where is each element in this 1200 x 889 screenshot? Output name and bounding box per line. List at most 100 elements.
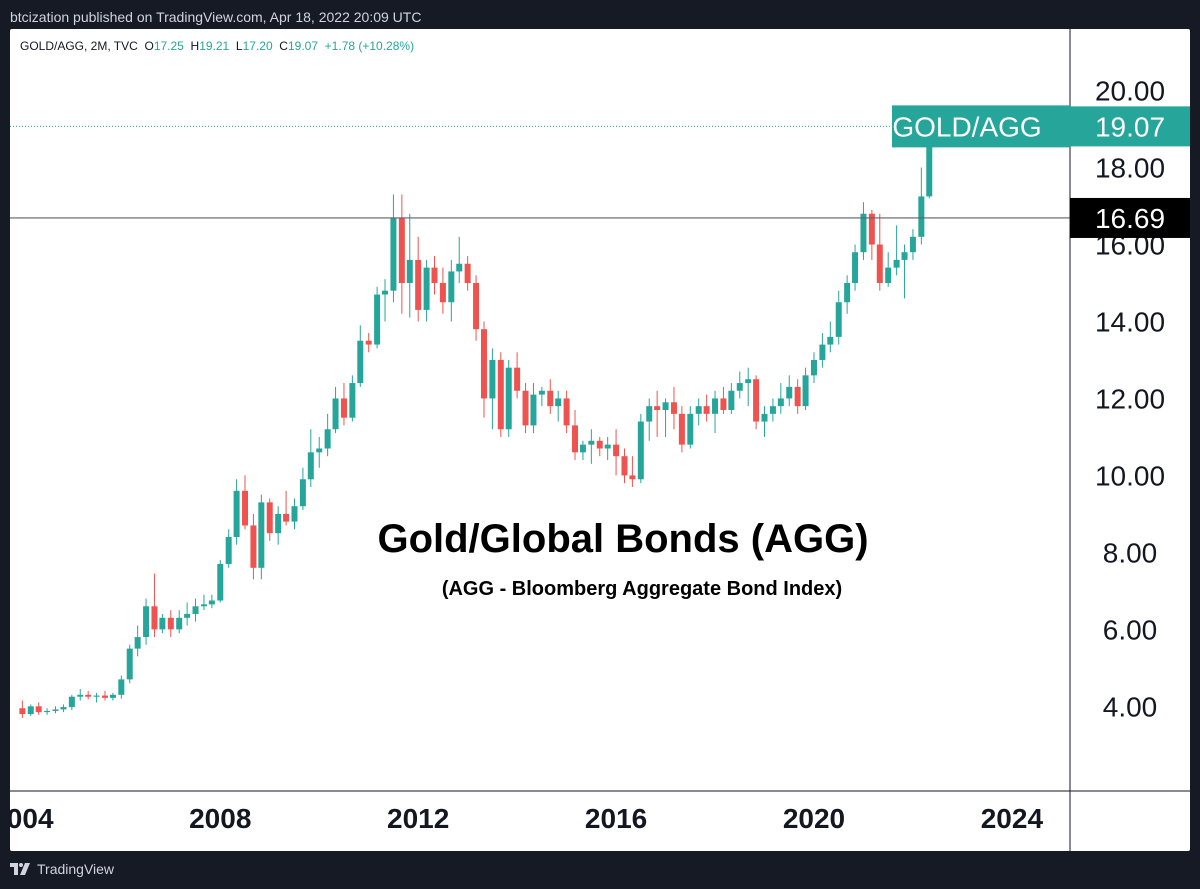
candle[interactable] — [374, 286, 381, 349]
candle[interactable] — [439, 267, 446, 314]
candle[interactable] — [819, 333, 826, 368]
candle[interactable] — [538, 386, 545, 407]
candle[interactable] — [307, 429, 314, 487]
candle[interactable] — [579, 440, 586, 461]
candle[interactable] — [406, 213, 413, 318]
candle[interactable] — [613, 429, 620, 476]
candle[interactable] — [151, 573, 158, 638]
candle[interactable] — [835, 290, 842, 345]
candle[interactable] — [827, 321, 834, 353]
candle[interactable] — [390, 194, 397, 303]
candle[interactable] — [489, 348, 496, 430]
candle[interactable] — [728, 383, 735, 414]
candle[interactable] — [456, 236, 463, 283]
candle[interactable] — [505, 359, 512, 437]
candle[interactable] — [893, 225, 900, 276]
candle[interactable] — [349, 375, 356, 422]
chart-svg[interactable]: 4.006.008.0010.0012.0014.0016.0018.0020.… — [10, 29, 1190, 851]
candle[interactable] — [473, 275, 480, 341]
candle[interactable] — [480, 321, 487, 418]
candle[interactable] — [250, 513, 257, 580]
candle[interactable] — [134, 625, 141, 657]
candle[interactable] — [712, 390, 719, 434]
candle[interactable] — [604, 436, 611, 461]
candle[interactable] — [497, 352, 504, 437]
candle[interactable] — [646, 398, 653, 441]
candle[interactable] — [769, 398, 776, 422]
candle[interactable] — [118, 675, 125, 699]
candle[interactable] — [192, 598, 199, 622]
tradingview-brand[interactable]: TradingView — [37, 861, 115, 877]
candle[interactable] — [654, 390, 661, 437]
candle[interactable] — [365, 333, 372, 353]
candle[interactable] — [786, 375, 793, 407]
candle[interactable] — [27, 704, 34, 716]
candle[interactable] — [275, 506, 282, 545]
candle[interactable] — [60, 704, 67, 713]
candle[interactable] — [522, 383, 529, 434]
candle[interactable] — [398, 194, 405, 314]
candle[interactable] — [678, 406, 685, 453]
candle[interactable] — [68, 694, 75, 711]
candle[interactable] — [109, 692, 116, 701]
candle[interactable] — [423, 259, 430, 322]
candle[interactable] — [629, 456, 636, 487]
candle[interactable] — [85, 690, 92, 700]
candle[interactable] — [299, 467, 306, 511]
candle[interactable] — [588, 429, 595, 464]
candle[interactable] — [670, 386, 677, 430]
candle[interactable] — [662, 398, 669, 437]
candle[interactable] — [852, 244, 859, 291]
candle[interactable] — [93, 692, 100, 703]
candle[interactable] — [621, 448, 628, 484]
candle[interactable] — [242, 475, 249, 530]
candle[interactable] — [844, 275, 851, 314]
candle[interactable] — [596, 436, 603, 457]
candle[interactable] — [258, 494, 265, 580]
candle[interactable] — [233, 479, 240, 545]
candle[interactable] — [745, 367, 752, 407]
price-axis[interactable]: 4.006.008.0010.0012.0014.0016.0018.0020.… — [1095, 76, 1165, 723]
candle[interactable] — [382, 279, 389, 322]
candle[interactable] — [464, 256, 471, 291]
time-axis[interactable]: 2004 2008 2012 2016 2020 2024 — [10, 803, 1043, 834]
tradingview-logo-icon[interactable] — [10, 862, 32, 876]
candle[interactable] — [143, 598, 150, 645]
candle[interactable] — [291, 498, 298, 530]
candle[interactable] — [876, 213, 883, 291]
candle[interactable] — [703, 394, 710, 422]
candle[interactable] — [332, 386, 339, 434]
candle[interactable] — [340, 383, 347, 426]
candle[interactable] — [176, 610, 183, 634]
candle[interactable] — [909, 229, 916, 260]
candle[interactable] — [77, 689, 84, 701]
candle[interactable] — [126, 644, 133, 684]
candle[interactable] — [885, 252, 892, 287]
candle[interactable] — [19, 700, 26, 718]
candle[interactable] — [514, 352, 521, 399]
chart-panel[interactable]: 4.00 6.00 8.00 10.00 12.00 14.00 16.00 18.00 20.… — [10, 29, 1190, 851]
candle[interactable] — [753, 375, 760, 430]
candle[interactable] — [720, 386, 727, 414]
candle[interactable] — [547, 379, 554, 414]
candle[interactable] — [44, 708, 51, 715]
candle[interactable] — [208, 594, 215, 609]
candle[interactable] — [184, 602, 191, 626]
candle[interactable] — [530, 383, 537, 434]
candle[interactable] — [637, 413, 644, 484]
candle[interactable] — [448, 259, 455, 322]
candle[interactable] — [761, 406, 768, 437]
footer[interactable]: TradingView — [10, 861, 114, 877]
candle[interactable] — [431, 256, 438, 295]
candle[interactable] — [687, 406, 694, 449]
candle[interactable] — [860, 202, 867, 260]
candle[interactable] — [225, 529, 232, 568]
candle[interactable] — [324, 413, 331, 457]
candle[interactable] — [101, 690, 108, 701]
candle[interactable] — [555, 390, 562, 422]
candle[interactable] — [810, 352, 817, 384]
candle[interactable] — [52, 706, 59, 714]
candle[interactable] — [159, 613, 166, 634]
candle[interactable] — [695, 398, 702, 426]
candle[interactable] — [802, 367, 809, 410]
